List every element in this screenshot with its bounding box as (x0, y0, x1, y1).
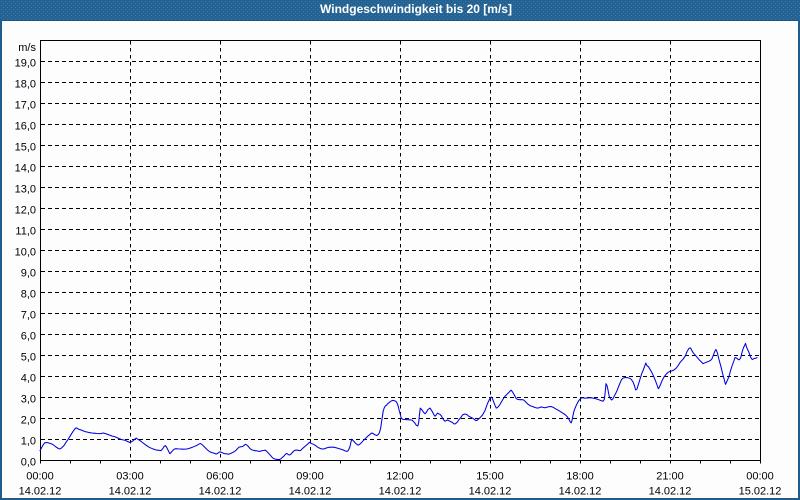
svg-text:4,0: 4,0 (21, 373, 36, 385)
svg-text:14.02.12: 14.02.12 (469, 486, 512, 498)
svg-text:18:00: 18:00 (566, 471, 594, 483)
svg-text:18,0: 18,0 (15, 79, 36, 91)
svg-text:14.02.12: 14.02.12 (19, 486, 62, 498)
svg-text:14.02.12: 14.02.12 (649, 486, 692, 498)
svg-text:5,0: 5,0 (21, 352, 36, 364)
svg-text:14,0: 14,0 (15, 163, 36, 175)
svg-text:00:00: 00:00 (746, 471, 774, 483)
svg-text:7,0: 7,0 (21, 310, 36, 322)
svg-text:16,0: 16,0 (15, 121, 36, 133)
svg-text:12:00: 12:00 (386, 471, 414, 483)
svg-text:03:00: 03:00 (116, 471, 144, 483)
svg-text:9,0: 9,0 (21, 268, 36, 280)
svg-text:13,0: 13,0 (15, 184, 36, 196)
svg-text:15:00: 15:00 (476, 471, 504, 483)
svg-text:15.02.12: 15.02.12 (739, 486, 782, 498)
svg-text:14.02.12: 14.02.12 (559, 486, 602, 498)
svg-text:3,0: 3,0 (21, 394, 36, 406)
svg-text:2,0: 2,0 (21, 415, 36, 427)
svg-text:09:00: 09:00 (296, 471, 324, 483)
svg-text:11,0: 11,0 (15, 226, 36, 238)
svg-text:1,0: 1,0 (21, 436, 36, 448)
svg-text:14.02.12: 14.02.12 (289, 486, 332, 498)
svg-text:21:00: 21:00 (656, 471, 684, 483)
svg-text:19,0: 19,0 (15, 58, 36, 70)
svg-text:15,0: 15,0 (15, 142, 36, 154)
svg-text:12,0: 12,0 (15, 205, 36, 217)
svg-text:14.02.12: 14.02.12 (199, 486, 242, 498)
svg-text:8,0: 8,0 (21, 289, 36, 301)
svg-text:Windgeschwindigkeit bis 20 [m/: Windgeschwindigkeit bis 20 [m/s] (320, 2, 512, 16)
svg-text:0,0: 0,0 (21, 457, 36, 469)
svg-text:06:00: 06:00 (206, 471, 234, 483)
svg-text:17,0: 17,0 (15, 100, 36, 112)
svg-text:00:00: 00:00 (26, 471, 54, 483)
svg-text:6,0: 6,0 (21, 331, 36, 343)
svg-text:m/s: m/s (18, 42, 36, 54)
svg-text:14.02.12: 14.02.12 (379, 486, 422, 498)
svg-text:10,0: 10,0 (15, 247, 36, 259)
svg-text:14.02.12: 14.02.12 (109, 486, 152, 498)
